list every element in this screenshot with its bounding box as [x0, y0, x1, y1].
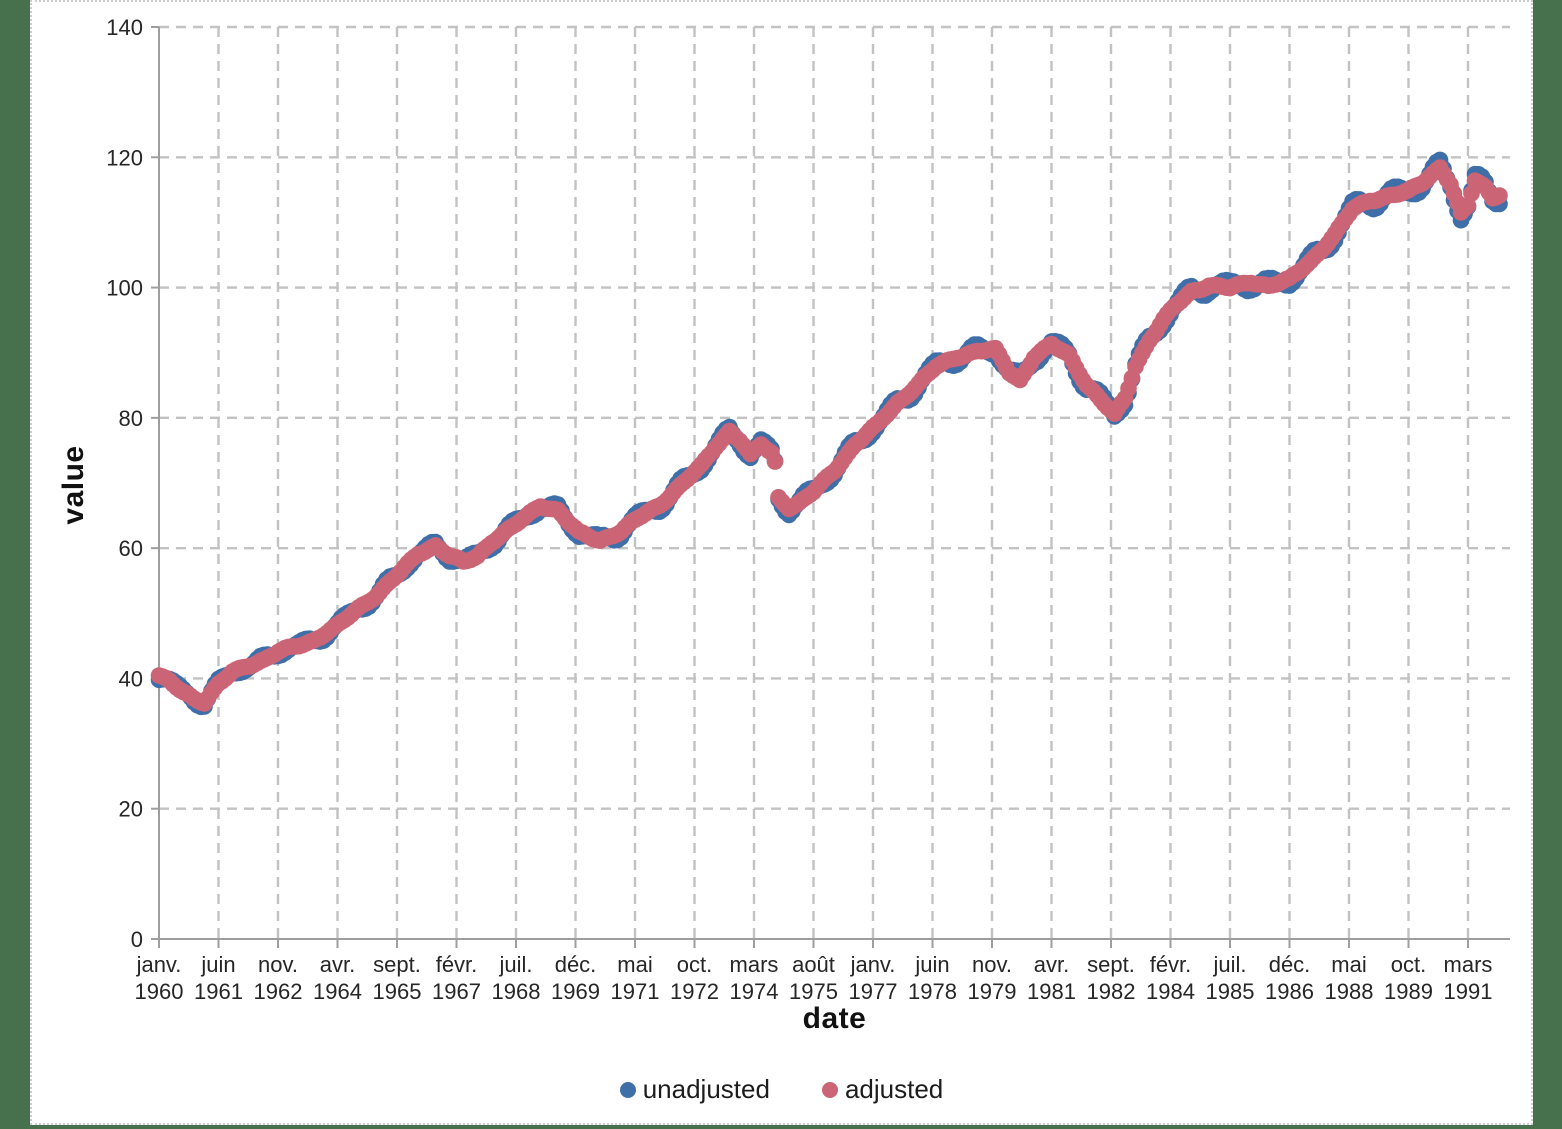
y-tick-label: 120 [106, 145, 143, 170]
x-tick-label-year: 1965 [373, 979, 422, 1004]
x-tick-label-year: 1978 [908, 979, 957, 1004]
x-tick-label-month: oct. [1391, 952, 1426, 977]
y-tick-label: 20 [119, 797, 143, 822]
x-tick-label-month: mars [730, 952, 779, 977]
x-tick-label-month: sept. [373, 952, 421, 977]
x-tick-label-month: janv. [136, 952, 182, 977]
x-tick-label-year: 1971 [611, 979, 660, 1004]
x-tick-label-year: 1969 [551, 979, 600, 1004]
y-tick-label: 80 [119, 406, 143, 431]
x-tick-label-year: 1974 [730, 979, 779, 1004]
adjusted-series-dot-icon [821, 1081, 838, 1098]
legend-item-adjusted: adjusted [821, 1074, 944, 1105]
x-tick-label-year: 1988 [1325, 979, 1374, 1004]
x-tick-label-year: 1968 [492, 979, 541, 1004]
y-tick-label: 100 [106, 276, 143, 301]
x-tick-label-year: 1989 [1384, 979, 1433, 1004]
chart-plot: 020406080100120140janv.1960juin1961nov.1… [106, 15, 1510, 1004]
x-tick-label-month: juin [200, 952, 235, 977]
x-tick-label-year: 1991 [1444, 979, 1493, 1004]
x-tick-label-year: 1964 [313, 979, 362, 1004]
x-tick-label-month: févr. [1150, 952, 1192, 977]
x-axis-title: date [802, 1002, 867, 1035]
x-tick-label-year: 1977 [849, 979, 898, 1004]
legend-item-unadjusted: unadjusted [619, 1074, 770, 1105]
chart-legend: unadjusted adjusted [32, 1074, 1531, 1105]
axes [151, 26, 1510, 948]
legend-label-adjusted: adjusted [844, 1074, 944, 1104]
series-unadjusted-points [150, 151, 1508, 716]
x-tick-label-year: 1962 [254, 979, 303, 1004]
series-adjusted-points [150, 159, 1508, 712]
chart-canvas: 0 20 40 60 80 100 120 140 janv. 1960 juin 1961 nov. 1… [30, 0, 1533, 1125]
x-tick-label-year: 1967 [432, 979, 481, 1004]
data-point-adjusted [1491, 187, 1508, 204]
y-tick-label: 60 [119, 536, 143, 561]
y-tick-label: 40 [119, 666, 143, 691]
x-tick-label-year: 1981 [1027, 979, 1076, 1004]
x-tick-label-month: nov. [258, 952, 298, 977]
x-tick-label-year: 1985 [1206, 979, 1255, 1004]
x-tick-label-year: 1979 [968, 979, 1017, 1004]
x-tick-label-month: nov. [972, 952, 1012, 977]
x-tick-label-year: 1982 [1087, 979, 1136, 1004]
x-tick-label-month: août [792, 952, 835, 977]
x-tick-label-month: mai [1331, 952, 1366, 977]
y-tick-label: 140 [106, 15, 143, 40]
x-tick-label-month: févr. [436, 952, 478, 977]
y-axis-title: value [57, 445, 90, 525]
x-tick-label-year: 1975 [789, 979, 838, 1004]
x-tick-label-month: mars [1444, 952, 1493, 977]
x-tick-label-month: mai [617, 952, 652, 977]
tick-labels: 020406080100120140janv.1960juin1961nov.1… [106, 15, 1492, 1004]
x-tick-label-year: 1961 [194, 979, 243, 1004]
x-tick-label-month: juil. [498, 952, 532, 977]
x-tick-label-month: janv. [850, 952, 896, 977]
legend-label-unadjusted: unadjusted [642, 1074, 770, 1104]
x-tick-label-month: oct. [677, 952, 712, 977]
x-tick-label-year: 1986 [1265, 979, 1314, 1004]
x-tick-label-month: avr. [1034, 952, 1069, 977]
x-tick-label-month: avr. [320, 952, 355, 977]
x-tick-label-month: déc. [1269, 952, 1311, 977]
x-tick-label-month: sept. [1087, 952, 1135, 977]
data-point-adjusted [766, 453, 784, 470]
x-tick-label-month: juil. [1212, 952, 1246, 977]
unadjusted-series-dot-icon [619, 1081, 636, 1098]
x-tick-label-year: 1960 [135, 979, 184, 1004]
x-tick-label-year: 1984 [1146, 979, 1195, 1004]
y-tick-label: 0 [131, 927, 143, 952]
x-tick-label-month: juin [914, 952, 949, 977]
x-tick-label-year: 1972 [670, 979, 719, 1004]
x-tick-label-month: déc. [555, 952, 597, 977]
